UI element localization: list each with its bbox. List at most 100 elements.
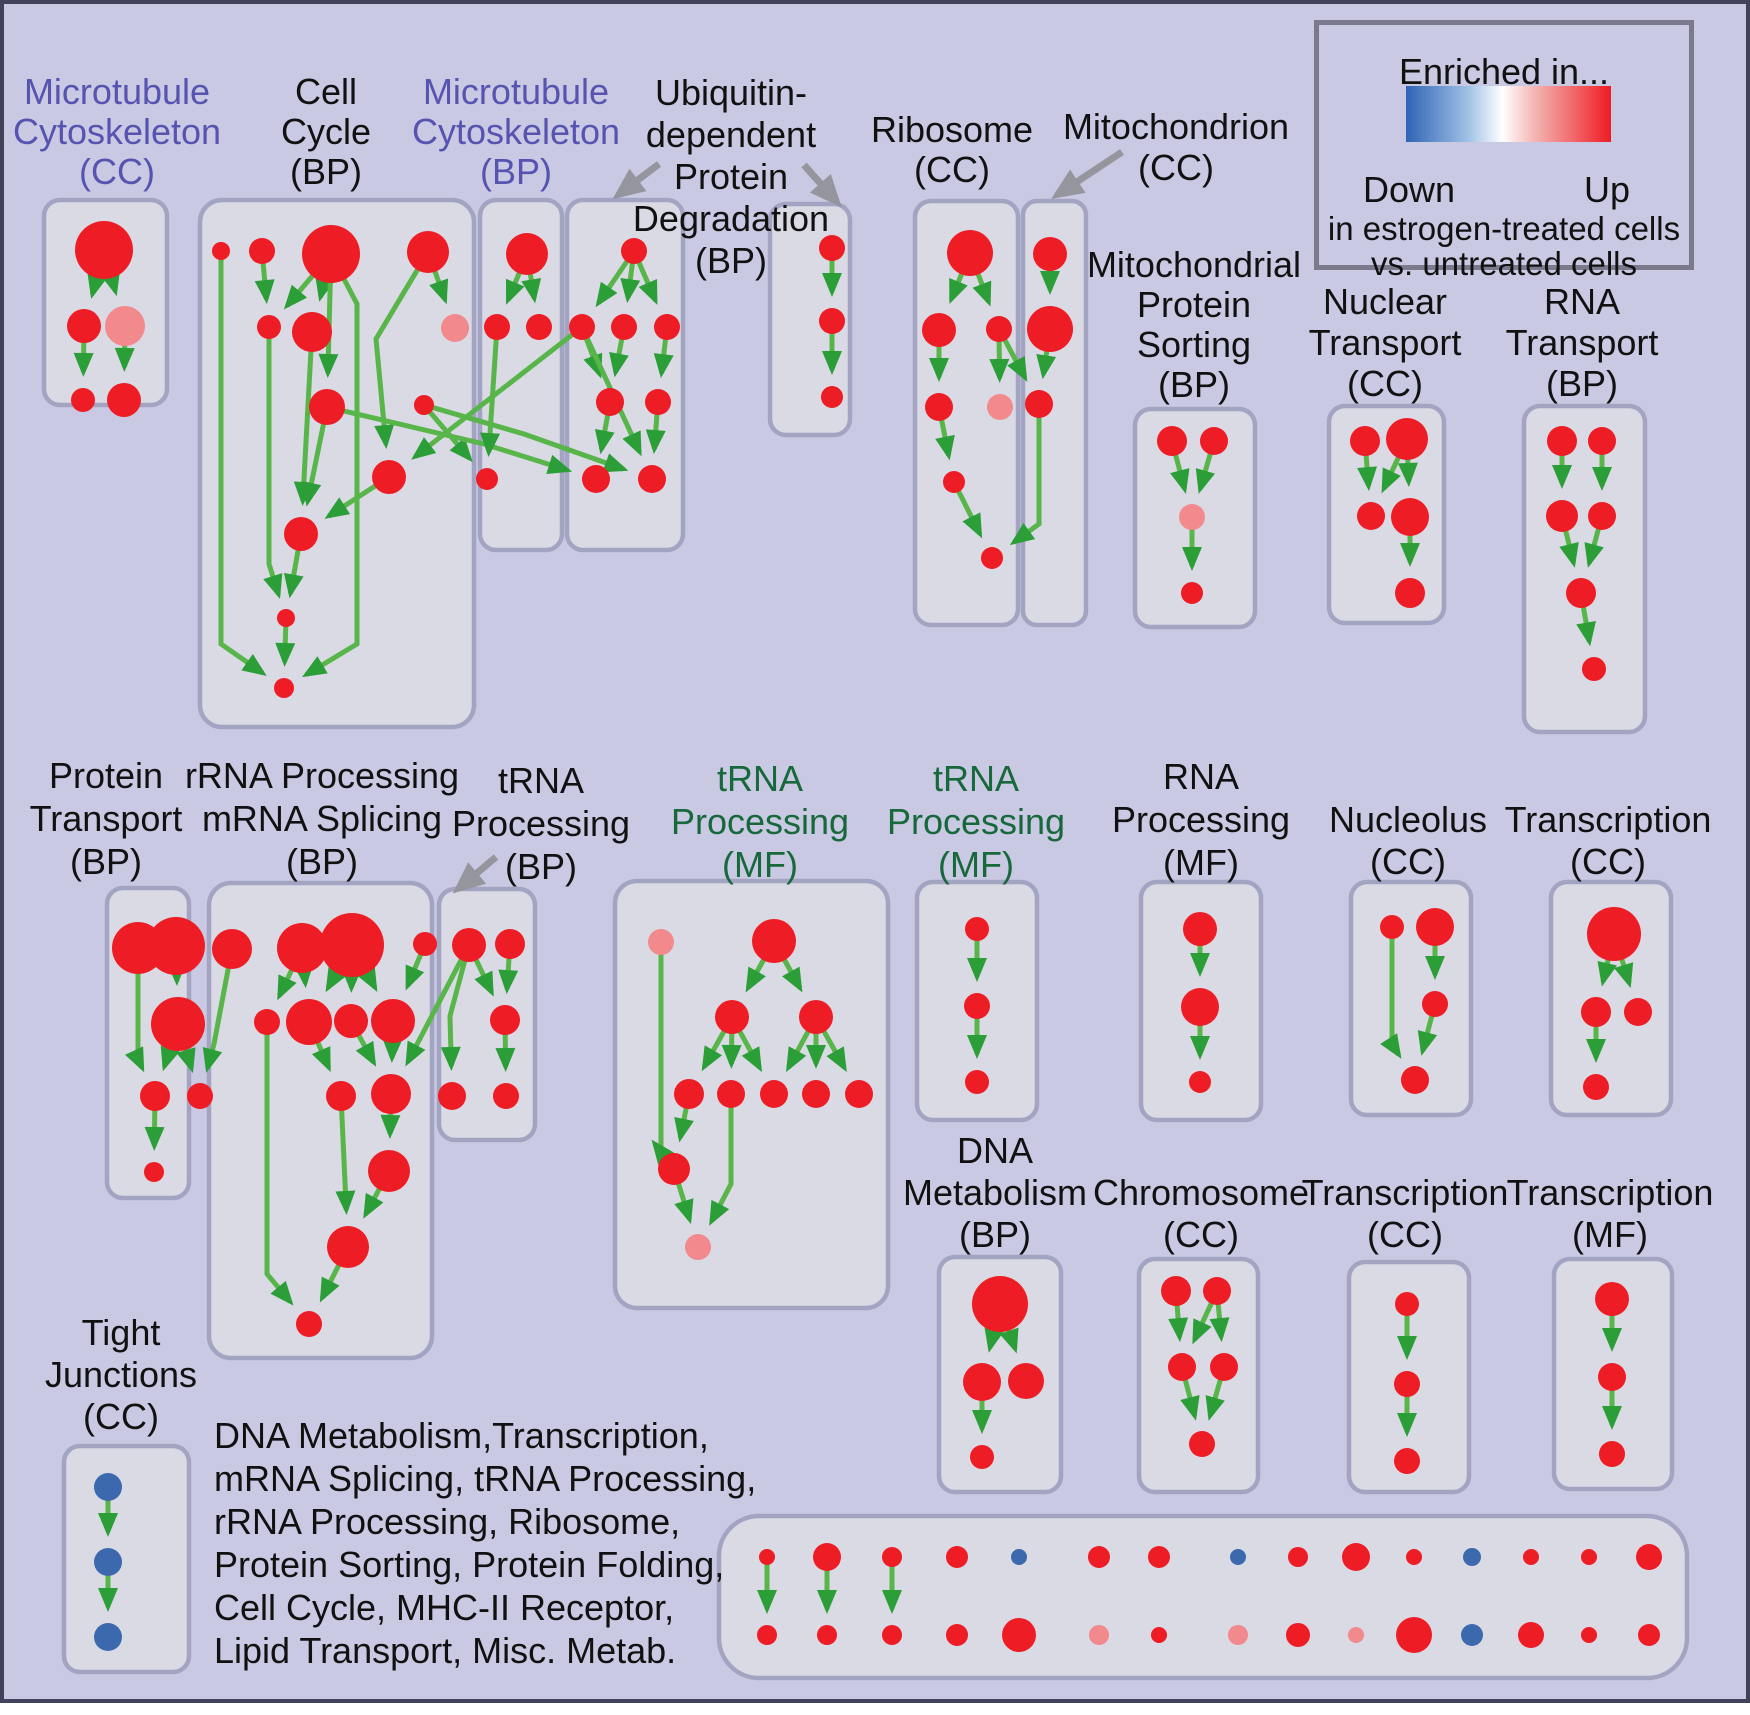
arrow-to-trna-bp-box (452, 854, 499, 894)
node-cce (257, 315, 281, 339)
node-ubq2 (569, 314, 595, 340)
node-mbp1 (506, 233, 548, 275)
label-rna-processing-mf-line-3: (MF) (1163, 842, 1239, 883)
node-d4 (970, 1445, 994, 1469)
node-ccf (292, 312, 332, 352)
edge-q11-q12 (363, 1186, 384, 1219)
edge-q3-q8 (357, 966, 378, 992)
label-trna-processing-mf-1-line-3: (MF) (722, 844, 798, 885)
label-rrna-processing-mrna-splicing-bp: rRNA Processing mRNA Splicing (BP) (185, 754, 459, 883)
edge-q4-q8 (405, 952, 425, 991)
node-v1 (965, 917, 989, 941)
node-t3 (490, 1005, 520, 1035)
node-bb11 (1396, 1617, 1432, 1653)
label-rna-processing-mf: RNA Processing (MF) (1112, 755, 1290, 884)
label-nuclear-transport-cc: Nuclear Transport (CC) (1309, 281, 1462, 404)
node-pt2 (147, 917, 205, 975)
label-misc-cluster-list-line-2: mRNA Splicing, tRNA Processing, (214, 1458, 757, 1499)
edge-ubq3-ubq5 (609, 337, 629, 378)
node-mps1 (1157, 426, 1187, 456)
edge-y1-y3 (1614, 957, 1634, 989)
edge-rt5-rt6 (1576, 605, 1596, 647)
edge-u6-u11 (709, 1106, 734, 1226)
edge-rib6-rib7 (955, 488, 983, 539)
node-u9 (845, 1080, 873, 1108)
node-ubq8 (638, 465, 666, 493)
edge-u5-u10 (674, 1106, 694, 1143)
node-u4 (799, 1000, 833, 1034)
node-ccj (372, 460, 406, 494)
node-w2 (1181, 988, 1219, 1026)
box-dna-metabolism (936, 1254, 1064, 1495)
node-bt14 (1581, 1549, 1597, 1565)
box-transcription-cc-row2 (1548, 879, 1674, 1118)
node-rib5 (987, 394, 1013, 420)
edge-ubq6-ubq8 (645, 412, 666, 455)
label-mitochondrial-protein-sorting-bp-line-4: (BP) (1157, 364, 1230, 405)
edge-t2-t3 (498, 956, 519, 995)
edge-y1-y2 (1597, 957, 1618, 987)
edge-ccl-ccm (275, 624, 296, 667)
edge-q2-q6 (293, 963, 314, 989)
node-rib2 (922, 313, 956, 347)
box-nuclear-transport (1326, 403, 1447, 626)
box-chromosome (1136, 1256, 1261, 1495)
node-x1 (1380, 915, 1404, 939)
node-d1 (972, 1276, 1028, 1332)
node-ccb (249, 238, 275, 264)
label-cell-cycle-bp-line-1: Cell (294, 71, 357, 112)
edge-c3-c5 (1180, 1377, 1200, 1421)
edge-mcc1-mcc2 (87, 273, 107, 299)
node-bb3 (882, 1625, 902, 1645)
edge-mit3-rib7 (1009, 416, 1042, 546)
label-transcription-cc-row3-line-1: Transcription (1301, 1172, 1509, 1213)
node-bb14 (1581, 1627, 1597, 1643)
label-misc-cluster-list: DNA Metabolism,Transcription, mRNA Splici… (214, 1414, 756, 1672)
label-protein-transport-bp-line-2: Transport (29, 798, 183, 839)
legend-note-line2: vs. untreated cells (1371, 245, 1637, 282)
edge-nt2-nt3 (1381, 455, 1402, 494)
label-microtubule-cytoskeleton-bp-line-3: (BP) (479, 151, 552, 192)
label-rrna-processing-mrna-splicing-bp-line-3: (BP) (285, 841, 358, 882)
node-bb13 (1518, 1622, 1544, 1648)
node-cci (414, 395, 434, 415)
edge-x1-x4 (1380, 937, 1402, 1059)
label-mitochondrial-protein-sorting-bp-line-1: Mitochondrial (1086, 244, 1302, 285)
edge-mbp2-mbp4 (480, 337, 501, 458)
label-transcription-cc-row2: Transcription (CC) (1505, 799, 1712, 883)
node-f1 (1595, 1282, 1629, 1316)
label-protein-transport-bp-line-3: (BP) (70, 841, 142, 882)
box-misc-matrix (716, 1513, 1690, 1681)
node-t5 (493, 1083, 519, 1109)
node-rt3 (1546, 500, 1578, 532)
label-chromosome-cc-line-2: (CC) (1163, 1214, 1239, 1255)
edge-u3-u5 (701, 1028, 727, 1072)
node-u1 (648, 929, 674, 955)
label-rna-transport-bp-line-3: (BP) (1546, 363, 1618, 404)
label-rrna-processing-mrna-splicing-bp-line-2: mRNA Splicing (201, 798, 443, 839)
label-mitochondrion-cc-line-1: Mitochondrion (1062, 106, 1290, 147)
edge-ccb-cce (254, 261, 275, 305)
edge-ccd-ccj (373, 267, 421, 450)
node-g1 (94, 1473, 122, 1501)
label-microtubule-cytoskeleton-cc-line-2: Cytoskeleton (12, 111, 222, 152)
label-rna-transport-bp-line-2: Transport (1505, 322, 1659, 363)
edge-q10-q11 (380, 1111, 401, 1139)
node-q5 (254, 1009, 280, 1035)
node-x2 (1416, 908, 1454, 946)
label-mitochondrial-protein-sorting-bp: Mitochondrial Protein Sorting (BP) (1087, 245, 1301, 405)
node-bt9 (1288, 1547, 1308, 1567)
node-pt5 (187, 1083, 213, 1109)
node-u6 (717, 1080, 745, 1108)
edge-rib3-rib5 (989, 339, 1010, 383)
node-rt1 (1547, 426, 1577, 456)
label-dna-metabolism-bp: DNA Metabolism (BP) (903, 1130, 1087, 1256)
node-ubq5 (596, 388, 624, 416)
node-c1 (1161, 1276, 1191, 1306)
node-bb8 (1228, 1625, 1248, 1645)
edge-mit2-mit3 (1036, 349, 1057, 380)
label-misc-cluster-list-line-1: DNA Metabolism,Transcription, (214, 1415, 709, 1456)
node-ccl (277, 609, 295, 627)
node-mcc5 (107, 383, 141, 417)
edge-ubq4-ubq6 (653, 337, 674, 379)
